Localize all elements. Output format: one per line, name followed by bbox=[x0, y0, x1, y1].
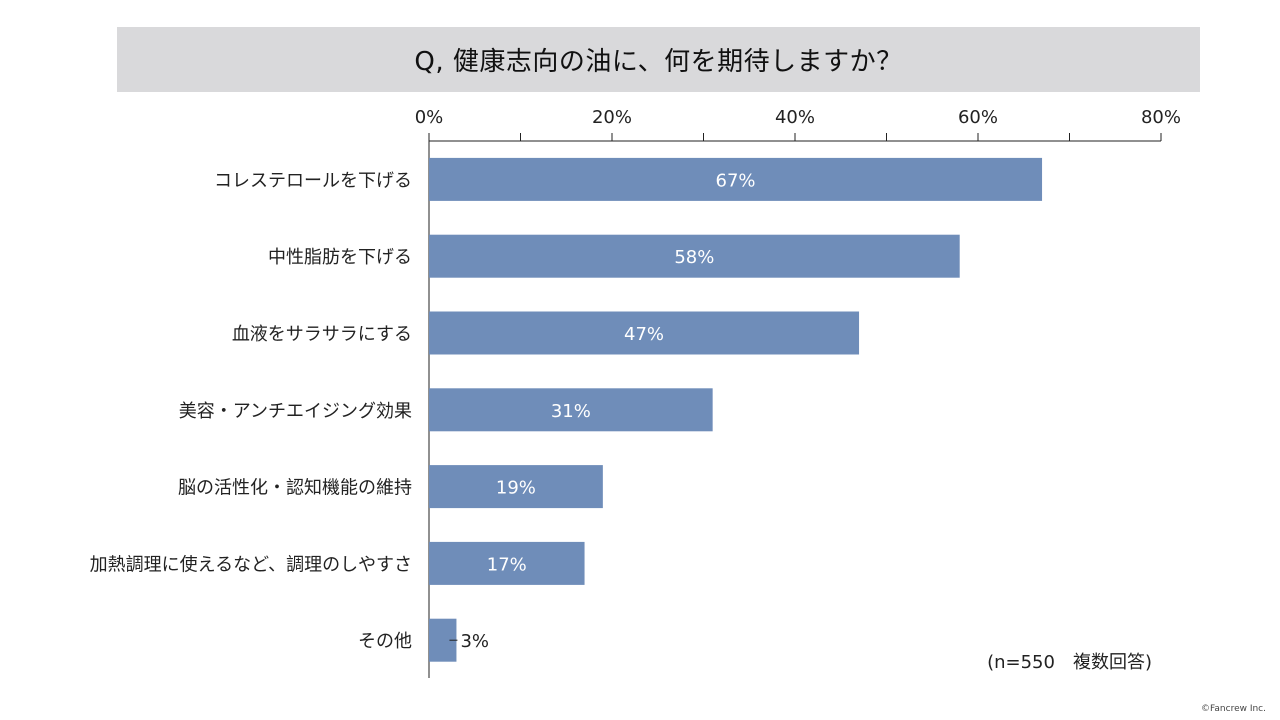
category-label: 美容・アンチエイジング効果 bbox=[179, 401, 412, 422]
category-label: その他 bbox=[358, 631, 412, 652]
bar bbox=[429, 311, 860, 355]
x-tick-label: 0% bbox=[415, 107, 444, 128]
copyright-credit: ©Fancrew Inc. bbox=[1201, 704, 1266, 714]
x-tick-label: 80% bbox=[1141, 107, 1181, 128]
sample-note: (n=550 複数回答) bbox=[987, 652, 1152, 673]
bar bbox=[429, 234, 960, 278]
chart-title: Q, 健康志向の油に、何を期待しますか？ bbox=[414, 47, 903, 77]
data-label: 58% bbox=[674, 247, 714, 268]
x-tick-label: 20% bbox=[592, 107, 632, 128]
category-label: コレステロールを下げる bbox=[214, 170, 412, 191]
bar bbox=[429, 388, 713, 432]
data-label: 17% bbox=[487, 554, 527, 575]
x-tick-label: 40% bbox=[775, 107, 815, 128]
bar bbox=[429, 541, 585, 585]
data-label: 67% bbox=[716, 170, 756, 191]
title-band: Q, 健康志向の油に、何を期待しますか？ bbox=[117, 27, 1200, 92]
bar bbox=[429, 157, 1043, 201]
category-label: 脳の活性化・認知機能の維持 bbox=[178, 478, 412, 499]
data-label: 19% bbox=[496, 478, 536, 499]
category-label: 加熱調理に使えるなど、調理のしやすさ bbox=[90, 554, 412, 575]
category-label: 血液をサラサラにする bbox=[232, 324, 412, 345]
data-label: 31% bbox=[551, 401, 591, 422]
x-tick-label: 60% bbox=[958, 107, 998, 128]
category-label: 中性脂肪を下げる bbox=[268, 247, 412, 268]
bar bbox=[429, 465, 603, 509]
data-label: 47% bbox=[624, 324, 664, 345]
data-label: 3% bbox=[460, 631, 489, 652]
